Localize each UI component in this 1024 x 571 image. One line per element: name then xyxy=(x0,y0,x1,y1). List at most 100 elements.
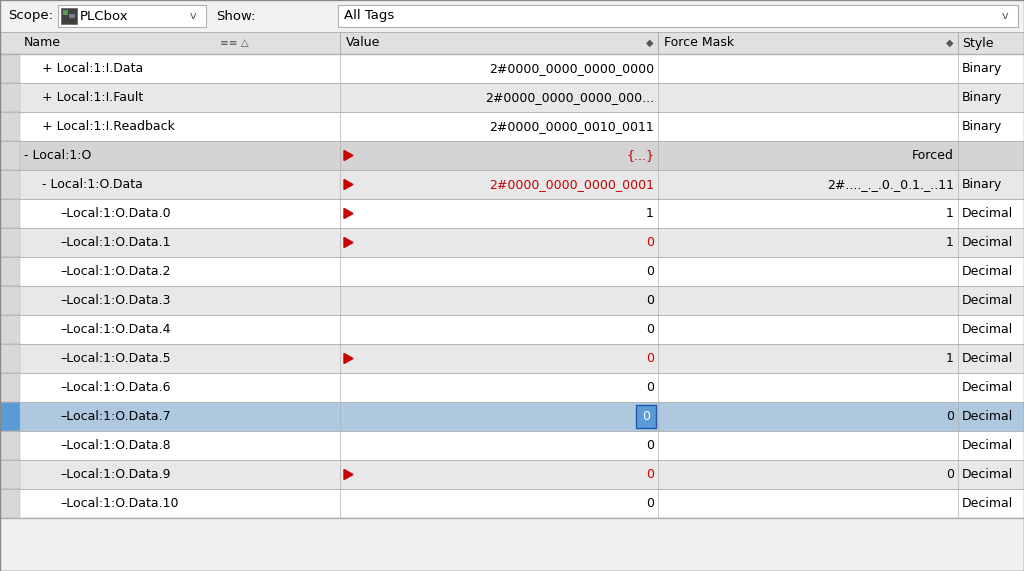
Text: –Local:1:O.Data.9: –Local:1:O.Data.9 xyxy=(60,468,171,481)
Text: Name: Name xyxy=(24,37,61,50)
Text: –Local:1:O.Data.8: –Local:1:O.Data.8 xyxy=(60,439,171,452)
Text: –Local:1:O.Data.6: –Local:1:O.Data.6 xyxy=(60,381,171,394)
Bar xyxy=(0,286,20,315)
Text: Decimal: Decimal xyxy=(962,439,1014,452)
Text: –Local:1:O.Data.10: –Local:1:O.Data.10 xyxy=(60,497,178,510)
Polygon shape xyxy=(344,469,353,480)
Text: Decimal: Decimal xyxy=(962,497,1014,510)
Bar xyxy=(636,405,656,428)
Text: 1: 1 xyxy=(946,352,954,365)
Text: 1: 1 xyxy=(946,236,954,249)
Bar xyxy=(0,54,1024,83)
Bar xyxy=(69,14,75,18)
Text: 0: 0 xyxy=(646,265,654,278)
Bar xyxy=(0,518,1024,571)
Bar xyxy=(338,5,1018,27)
Text: v: v xyxy=(190,11,197,21)
Bar xyxy=(0,83,20,112)
Bar xyxy=(0,112,1024,141)
Text: + Local:1:I.Data: + Local:1:I.Data xyxy=(42,62,143,75)
Text: Binary: Binary xyxy=(962,120,1002,133)
Text: Decimal: Decimal xyxy=(962,381,1014,394)
Bar xyxy=(63,10,68,15)
Text: –Local:1:O.Data.7: –Local:1:O.Data.7 xyxy=(60,410,171,423)
Text: Binary: Binary xyxy=(962,178,1002,191)
Text: ≡≡ △: ≡≡ △ xyxy=(220,38,249,48)
Bar xyxy=(0,32,1024,54)
Text: 0: 0 xyxy=(646,236,654,249)
Text: 0: 0 xyxy=(646,352,654,365)
Text: Decimal: Decimal xyxy=(962,323,1014,336)
Text: v: v xyxy=(1002,11,1009,21)
Bar xyxy=(0,344,20,373)
Text: Forced: Forced xyxy=(912,149,954,162)
Text: Decimal: Decimal xyxy=(962,410,1014,423)
Bar xyxy=(61,8,77,24)
Bar xyxy=(58,5,206,27)
Bar xyxy=(0,489,1024,518)
Text: –Local:1:O.Data.1: –Local:1:O.Data.1 xyxy=(60,236,171,249)
Bar xyxy=(0,373,20,402)
Text: –Local:1:O.Data.2: –Local:1:O.Data.2 xyxy=(60,265,171,278)
Text: Decimal: Decimal xyxy=(962,468,1014,481)
Text: ◆: ◆ xyxy=(946,38,953,48)
Text: Value: Value xyxy=(346,37,380,50)
Bar xyxy=(0,54,20,83)
Text: Binary: Binary xyxy=(962,91,1002,104)
Text: 0: 0 xyxy=(646,323,654,336)
Text: 2#0000_0000_0000_000...: 2#0000_0000_0000_000... xyxy=(485,91,654,104)
Text: All Tags: All Tags xyxy=(344,10,394,22)
Bar xyxy=(0,402,20,431)
Bar xyxy=(0,199,20,228)
Bar xyxy=(0,112,20,141)
Bar xyxy=(0,141,1024,170)
Text: 0: 0 xyxy=(646,381,654,394)
Text: 1: 1 xyxy=(646,207,654,220)
Text: {...}: {...} xyxy=(626,149,654,162)
Text: 2#0000_0000_0010_0011: 2#0000_0000_0010_0011 xyxy=(489,120,654,133)
Bar xyxy=(0,315,20,344)
Text: 2#...._._.0._0.1._..11: 2#...._._.0._0.1._..11 xyxy=(827,178,954,191)
Polygon shape xyxy=(344,353,353,364)
Bar xyxy=(0,199,1024,228)
Text: Force Mask: Force Mask xyxy=(664,37,734,50)
Text: + Local:1:I.Readback: + Local:1:I.Readback xyxy=(42,120,175,133)
Polygon shape xyxy=(344,179,353,190)
Text: Decimal: Decimal xyxy=(962,207,1014,220)
Bar xyxy=(0,373,1024,402)
Bar xyxy=(0,228,1024,257)
Polygon shape xyxy=(344,238,353,247)
Bar xyxy=(0,141,20,170)
Text: Decimal: Decimal xyxy=(962,265,1014,278)
Text: 1: 1 xyxy=(946,207,954,220)
Text: 0: 0 xyxy=(646,497,654,510)
Text: ◆: ◆ xyxy=(646,38,653,48)
Text: Decimal: Decimal xyxy=(962,236,1014,249)
Text: Scope:: Scope: xyxy=(8,10,53,22)
Text: 2#0000_0000_0000_0000: 2#0000_0000_0000_0000 xyxy=(488,62,654,75)
Text: - Local:1:O: - Local:1:O xyxy=(24,149,91,162)
Text: 0: 0 xyxy=(642,410,650,423)
Text: Show:: Show: xyxy=(216,10,256,22)
Bar xyxy=(0,460,20,489)
Text: –Local:1:O.Data.4: –Local:1:O.Data.4 xyxy=(60,323,171,336)
Text: Style: Style xyxy=(962,37,993,50)
Text: 0: 0 xyxy=(946,410,954,423)
Bar xyxy=(0,83,1024,112)
Bar xyxy=(0,431,20,460)
Text: + Local:1:I.Fault: + Local:1:I.Fault xyxy=(42,91,143,104)
Bar xyxy=(0,286,1024,315)
Bar xyxy=(0,0,1024,32)
Bar xyxy=(0,228,20,257)
Bar xyxy=(0,315,1024,344)
Bar xyxy=(0,344,1024,373)
Text: - Local:1:O.Data: - Local:1:O.Data xyxy=(42,178,143,191)
Text: 2#0000_0000_0000_0001: 2#0000_0000_0000_0001 xyxy=(489,178,654,191)
Text: 0: 0 xyxy=(646,294,654,307)
Text: PLCbox: PLCbox xyxy=(80,10,129,22)
Bar xyxy=(0,431,1024,460)
Bar xyxy=(0,170,20,199)
Text: Decimal: Decimal xyxy=(962,352,1014,365)
Text: Decimal: Decimal xyxy=(962,294,1014,307)
Polygon shape xyxy=(344,151,353,160)
